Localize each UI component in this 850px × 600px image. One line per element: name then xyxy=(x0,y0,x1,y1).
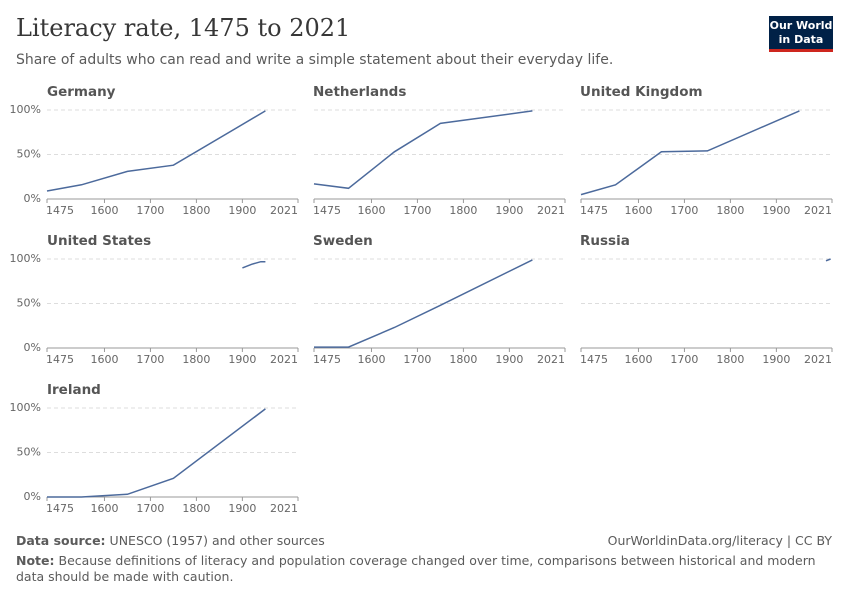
data-line xyxy=(313,110,533,190)
note-text: Because definitions of literacy and popu… xyxy=(16,553,816,584)
x-tick-label: 1900 xyxy=(495,353,523,366)
data-line xyxy=(314,259,533,348)
x-tick-label: 1700 xyxy=(136,204,164,217)
note: Note: Because definitions of literacy an… xyxy=(16,553,831,585)
x-tick-label: 2021 xyxy=(270,502,298,515)
x-tick-label: 1700 xyxy=(403,204,431,217)
data-line xyxy=(47,408,266,498)
x-tick-label: 2021 xyxy=(804,204,832,217)
source-label: Data source: xyxy=(16,533,106,548)
x-tick-label: 2021 xyxy=(537,204,565,217)
note-label: Note: xyxy=(16,553,55,568)
logo-line: in Data xyxy=(778,33,824,46)
y-tick-label: 0% xyxy=(24,192,41,205)
x-tick-label: 1900 xyxy=(228,502,256,515)
x-tick-label: 1700 xyxy=(670,353,698,366)
x-tick-label: 1800 xyxy=(182,353,210,366)
panel-title: Netherlands xyxy=(313,84,406,100)
x-tick-label: 1800 xyxy=(716,204,744,217)
title: Literacy rate, 1475 to 2021 xyxy=(16,14,351,42)
y-tick-label: 100% xyxy=(10,401,41,414)
x-tick-label: 1475 xyxy=(313,204,341,217)
x-tick-label: 2021 xyxy=(804,353,832,366)
x-tick-label: 1800 xyxy=(449,204,477,217)
x-tick-label: 1800 xyxy=(449,353,477,366)
data-line xyxy=(580,110,800,196)
logo-line: Our World xyxy=(769,19,833,32)
x-tick-label: 1475 xyxy=(313,353,341,366)
x-tick-label: 1475 xyxy=(580,353,608,366)
y-tick-label: 50% xyxy=(17,148,41,161)
x-tick-label: 1475 xyxy=(46,353,74,366)
data-line xyxy=(242,260,266,269)
panel-title: Russia xyxy=(580,233,630,249)
panel-title: United Kingdom xyxy=(580,84,703,100)
x-tick-label: 1475 xyxy=(46,502,74,515)
panel-title: United States xyxy=(47,233,151,249)
x-tick-label: 1700 xyxy=(136,353,164,366)
x-tick-label: 2021 xyxy=(270,204,298,217)
x-tick-label: 1600 xyxy=(624,204,652,217)
x-tick-label: 1475 xyxy=(46,204,74,217)
link[interactable]: OurWorldinData.org/literacy | CC BY xyxy=(607,533,832,548)
charts: Germany 0% 50% 100% 1475 1600 1700 1800 1900 2021… xyxy=(10,84,833,515)
x-tick-label: 1900 xyxy=(495,204,523,217)
panel-title: Ireland xyxy=(47,382,101,398)
x-tick-label: 1900 xyxy=(228,353,256,366)
source: Data source: UNESCO (1957) and other sou… xyxy=(16,533,325,548)
x-tick-label: 1600 xyxy=(90,204,118,217)
x-tick-label: 1700 xyxy=(670,204,698,217)
x-tick-label: 1600 xyxy=(357,204,385,217)
y-tick-label: 100% xyxy=(10,103,41,116)
x-tick-label: 1800 xyxy=(716,353,744,366)
x-tick-label: 2021 xyxy=(537,353,565,366)
x-tick-label: 1475 xyxy=(580,204,608,217)
data-line xyxy=(825,258,831,262)
x-tick-label: 1900 xyxy=(762,353,790,366)
y-tick-label: 50% xyxy=(17,297,41,310)
logo[interactable]: Our World in Data xyxy=(769,16,833,52)
x-tick-label: 1600 xyxy=(90,353,118,366)
x-tick-label: 1800 xyxy=(182,204,210,217)
x-tick-label: 1700 xyxy=(403,353,431,366)
x-tick-label: 1900 xyxy=(228,204,256,217)
subtitle: Share of adults who can read and write a… xyxy=(16,52,614,68)
x-tick-label: 1800 xyxy=(182,502,210,515)
y-tick-label: 0% xyxy=(24,490,41,503)
panel-title: Sweden xyxy=(313,233,373,249)
x-tick-label: 2021 xyxy=(270,353,298,366)
x-tick-label: 1600 xyxy=(357,353,385,366)
x-tick-label: 1600 xyxy=(624,353,652,366)
x-tick-label: 1900 xyxy=(762,204,790,217)
y-tick-label: 0% xyxy=(24,341,41,354)
panel-title: Germany xyxy=(47,84,116,100)
x-tick-label: 1600 xyxy=(90,502,118,515)
data-line xyxy=(46,110,266,192)
source-text: UNESCO (1957) and other sources xyxy=(109,533,325,548)
y-tick-label: 50% xyxy=(17,446,41,459)
y-tick-label: 100% xyxy=(10,252,41,265)
x-tick-label: 1700 xyxy=(136,502,164,515)
